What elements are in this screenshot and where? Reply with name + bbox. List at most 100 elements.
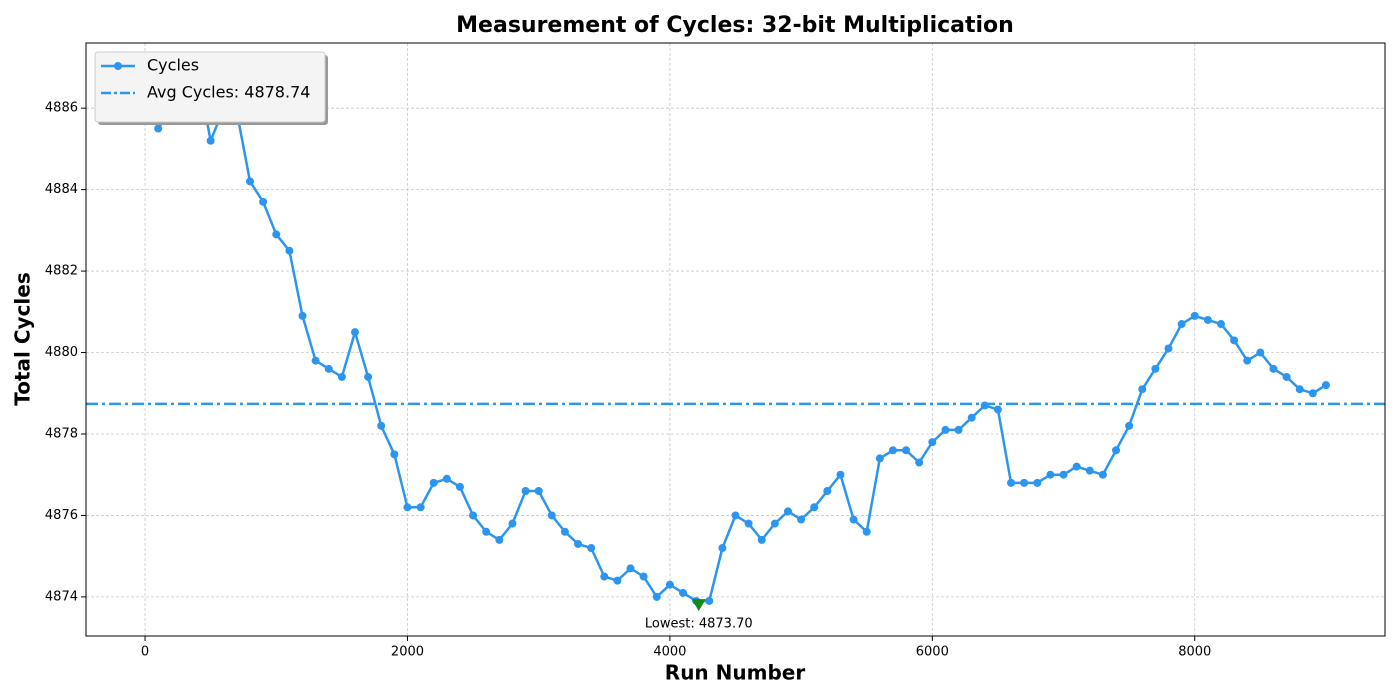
point <box>823 487 832 496</box>
point <box>272 230 281 239</box>
point <box>1190 311 1199 320</box>
point <box>259 197 268 206</box>
x-tick-label: 2000 <box>391 645 424 660</box>
point <box>1020 478 1029 487</box>
point <box>547 511 556 520</box>
point <box>206 136 215 145</box>
point <box>626 564 635 573</box>
point <box>442 474 451 483</box>
point <box>665 580 674 589</box>
y-tick-label: 4874 <box>45 589 78 604</box>
point <box>600 572 609 581</box>
x-tick-label: 6000 <box>916 645 949 660</box>
chart-title: Measurement of Cycles: 32-bit Multiplica… <box>456 13 1014 38</box>
point <box>482 527 491 536</box>
x-tick-label: 4000 <box>653 645 686 660</box>
point <box>429 478 438 487</box>
point <box>915 458 924 467</box>
point <box>679 588 688 597</box>
y-tick-label: 4886 <box>45 101 78 116</box>
point <box>783 507 792 516</box>
point <box>718 544 727 553</box>
point <box>364 372 373 381</box>
point <box>311 356 320 365</box>
legend-label: Cycles <box>147 56 199 75</box>
point <box>337 372 346 381</box>
point <box>1321 381 1330 390</box>
point <box>928 438 937 447</box>
y-tick-label: 4876 <box>45 508 78 523</box>
point <box>1072 462 1081 471</box>
point <box>521 487 530 496</box>
point <box>613 576 622 585</box>
x-axis-label: Run Number <box>665 661 806 685</box>
point <box>1269 364 1278 373</box>
annotation: Lowest: 4873.70 <box>645 617 753 632</box>
point <box>1033 478 1042 487</box>
point <box>1151 364 1160 373</box>
point <box>849 515 858 524</box>
point <box>377 421 386 430</box>
point <box>1138 385 1147 394</box>
point <box>1164 344 1173 353</box>
point <box>1177 320 1186 329</box>
point <box>324 364 333 373</box>
point <box>298 311 307 320</box>
y-tick-label: 4878 <box>45 426 78 441</box>
point <box>744 519 753 528</box>
point <box>560 527 569 536</box>
point <box>1098 470 1107 479</box>
x-tick-label: 0 <box>141 645 149 660</box>
point <box>390 450 399 459</box>
point <box>941 425 950 434</box>
plot-frame <box>85 42 1386 637</box>
series-line <box>143 70 1327 603</box>
y-tick-label: 4882 <box>45 264 78 279</box>
point <box>1059 470 1068 479</box>
y-axis-label: Total Cycles <box>11 272 35 406</box>
annotation-marker <box>691 599 706 612</box>
point <box>246 177 255 186</box>
point <box>508 519 517 528</box>
legend-label: Avg Cycles: 4878.74 <box>147 83 310 102</box>
point <box>731 511 740 520</box>
legend-box <box>94 51 326 123</box>
point <box>836 470 845 479</box>
point <box>1112 446 1121 455</box>
point <box>862 527 871 536</box>
point <box>534 487 543 496</box>
point <box>652 592 661 601</box>
point <box>1203 315 1212 324</box>
point <box>469 511 478 520</box>
point <box>875 454 884 463</box>
point <box>705 596 714 605</box>
point <box>1282 372 1291 381</box>
point <box>1007 478 1016 487</box>
point <box>285 246 294 255</box>
point <box>1085 466 1094 475</box>
point <box>1216 320 1225 329</box>
point <box>797 515 806 524</box>
point <box>1046 470 1055 479</box>
point <box>902 446 911 455</box>
point <box>810 503 819 512</box>
point <box>639 572 648 581</box>
point <box>587 544 596 553</box>
point <box>416 503 425 512</box>
legend: Cycles Avg Cycles: 4878.74 <box>94 51 328 125</box>
point <box>954 425 963 434</box>
point <box>770 519 779 528</box>
point <box>1230 336 1239 345</box>
plot <box>86 67 1385 605</box>
y-tick-label: 4884 <box>45 182 78 197</box>
x-tick-label: 8000 <box>1178 645 1211 660</box>
point <box>574 539 583 548</box>
y-tick-label: 4880 <box>45 345 78 360</box>
point <box>350 328 359 337</box>
point <box>154 124 163 133</box>
legend-swatch <box>114 62 122 70</box>
point <box>1308 389 1317 398</box>
point <box>888 446 897 455</box>
point <box>403 503 412 512</box>
